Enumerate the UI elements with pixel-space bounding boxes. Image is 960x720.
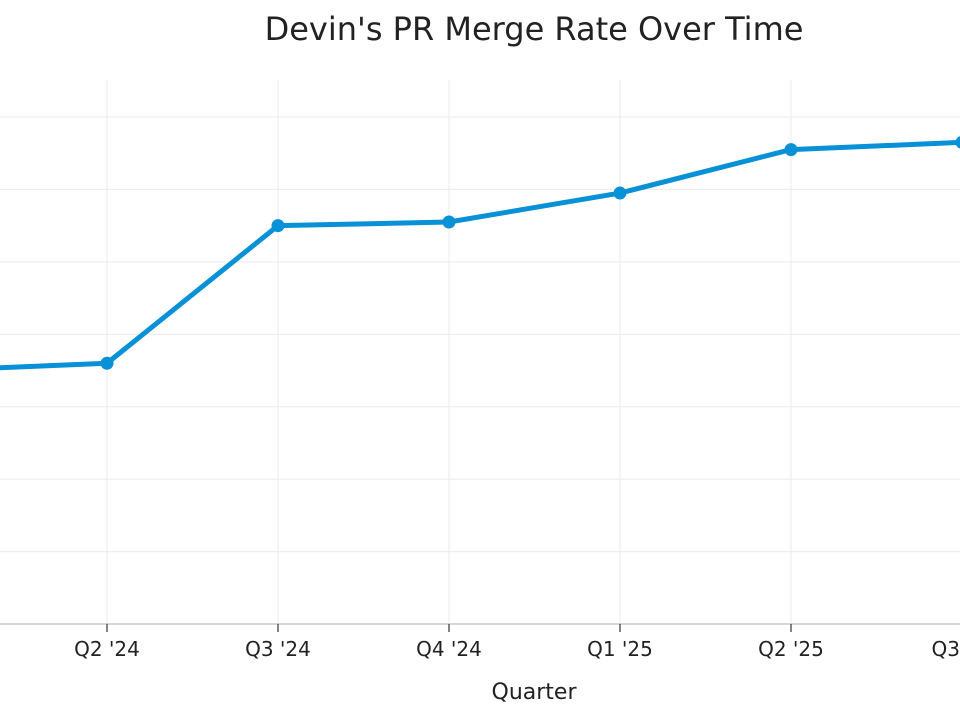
x-ticks: Q2 '24 Q3 '24 Q4 '24 Q1 '25 Q2 '25 Q3: [74, 624, 960, 661]
data-point-1: [100, 356, 114, 370]
x-tick-label-5: Q3: [932, 637, 960, 661]
x-tick-label-3: Q1 '25: [587, 637, 653, 661]
series: [0, 136, 960, 371]
x-tick-label-2: Q4 '24: [416, 637, 482, 661]
data-point-2: [271, 219, 285, 233]
x-tick-label-1: Q3 '24: [245, 637, 311, 661]
x-axis-label: Quarter: [492, 680, 578, 705]
x-tick-label-4: Q2 '25: [758, 637, 824, 661]
x-tick-label-0: Q2 '24: [74, 637, 140, 661]
data-point-5: [784, 143, 798, 157]
chart-title: Devin's PR Merge Rate Over Time: [265, 10, 804, 48]
data-point-4: [613, 186, 627, 200]
grid: [0, 80, 960, 624]
series-line-0: [0, 139, 960, 371]
data-point-6: [955, 136, 960, 149]
data-point-3: [442, 215, 456, 229]
